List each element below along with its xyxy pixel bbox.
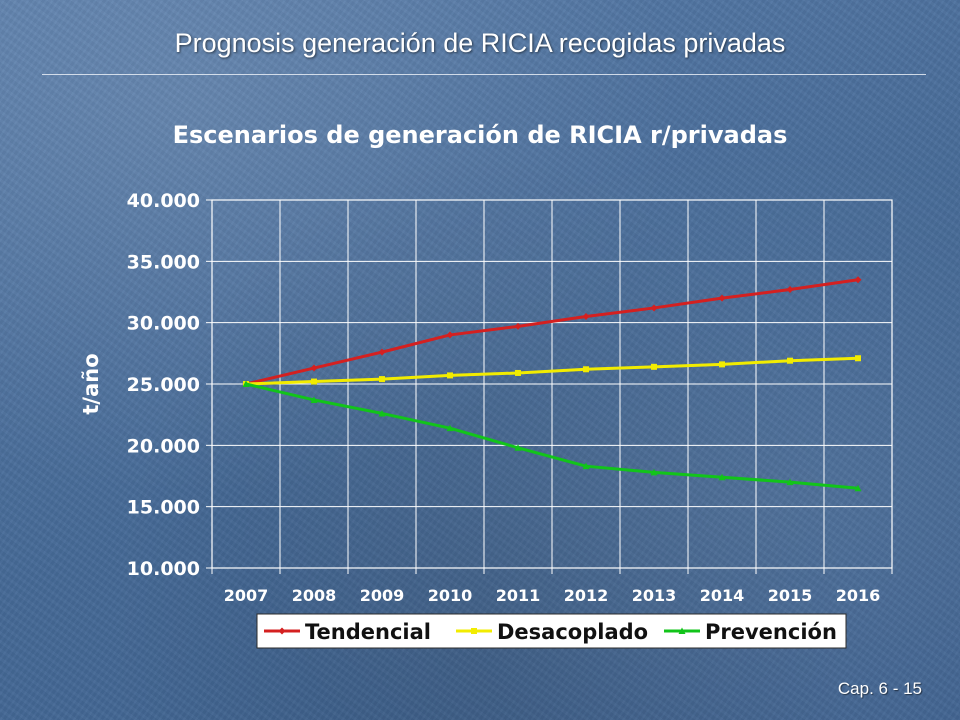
data-point-prevencion bbox=[242, 380, 250, 387]
legend-label-prevencion: Prevención bbox=[705, 620, 837, 644]
x-tick-label: 2009 bbox=[360, 586, 405, 605]
series-line-desacoplado bbox=[245, 356, 859, 386]
x-tick-label: 2013 bbox=[632, 586, 677, 605]
data-point-tendencial bbox=[514, 322, 522, 330]
legend-label-desacoplado: Desacoplado bbox=[497, 620, 648, 644]
data-point-desacoplado bbox=[379, 376, 385, 383]
chart-title: Escenarios de generación de RICIA r/priv… bbox=[173, 121, 788, 149]
legend-marker-tendencial bbox=[278, 627, 286, 635]
data-point-tendencial bbox=[854, 276, 862, 284]
data-point-desacoplado bbox=[515, 369, 521, 376]
data-point-prevencion bbox=[786, 478, 794, 486]
data-point-desacoplado bbox=[447, 372, 453, 379]
series-line-tendencial bbox=[245, 278, 859, 386]
data-point-tendencial bbox=[718, 294, 726, 302]
y-tick-label: 35.000 bbox=[127, 251, 200, 273]
legend-item-prevencion: Prevención bbox=[664, 620, 837, 644]
x-tick-label: 2016 bbox=[836, 586, 881, 605]
legend-item-tendencial: Tendencial bbox=[264, 620, 431, 644]
slide-number: Cap. 6 - 15 bbox=[837, 679, 922, 698]
data-point-tendencial bbox=[786, 286, 794, 294]
y-tick-label: 10.000 bbox=[127, 558, 200, 580]
data-point-prevencion bbox=[310, 396, 318, 403]
y-tick-label: 25.000 bbox=[127, 374, 200, 396]
legend-marker-desacoplado bbox=[471, 628, 477, 634]
data-point-prevencion bbox=[446, 424, 454, 432]
legend-box bbox=[256, 613, 847, 649]
data-point-prevencion bbox=[582, 462, 590, 470]
y-tick-label: 30.000 bbox=[127, 313, 200, 335]
data-point-desacoplado bbox=[651, 363, 657, 370]
x-tick-label: 2014 bbox=[700, 586, 745, 605]
x-tick-label: 2012 bbox=[564, 586, 609, 605]
data-point-tendencial bbox=[378, 348, 386, 356]
slide-title: Prognosis generación de RICIA recogidas … bbox=[174, 28, 786, 58]
x-tick-label: 2008 bbox=[292, 586, 337, 605]
data-point-desacoplado bbox=[311, 378, 317, 385]
data-point-tendencial bbox=[310, 364, 318, 372]
y-tick-label: 20.000 bbox=[127, 435, 200, 457]
data-point-prevencion bbox=[514, 444, 522, 451]
data-point-prevencion bbox=[378, 409, 386, 417]
title-divider bbox=[42, 74, 926, 75]
legend: Tendencial Desacoplado Prevención bbox=[256, 613, 847, 649]
data-point-tendencial bbox=[582, 313, 590, 321]
data-point-desacoplado bbox=[855, 355, 861, 362]
data-point-tendencial bbox=[446, 331, 454, 339]
data-point-desacoplado bbox=[787, 357, 793, 364]
legend-item-desacoplado: Desacoplado bbox=[456, 620, 648, 644]
y-tick-label: 40.000 bbox=[127, 190, 200, 212]
legend-marker-prevencion bbox=[678, 627, 686, 634]
data-point-desacoplado bbox=[719, 361, 725, 368]
x-tick-label: 2010 bbox=[428, 586, 473, 605]
y-axis-label: t/año bbox=[79, 353, 103, 414]
legend-label-tendencial: Tendencial bbox=[305, 620, 431, 644]
y-tick-label: 15.000 bbox=[127, 497, 200, 519]
data-point-prevencion bbox=[854, 484, 862, 492]
series-line-prevencion bbox=[245, 382, 859, 490]
x-tick-label: 2015 bbox=[768, 586, 813, 605]
series-prevencion bbox=[242, 380, 862, 492]
data-point-prevencion bbox=[650, 468, 658, 476]
data-point-prevencion bbox=[718, 473, 726, 481]
data-point-desacoplado bbox=[583, 366, 589, 373]
x-tick-label: 2011 bbox=[496, 586, 541, 605]
x-tick-label: 2007 bbox=[224, 586, 269, 605]
plot-area: 10.000 15.000 20.000 25.000 30.000 35.000 40.0… bbox=[127, 190, 893, 605]
data-point-tendencial bbox=[650, 304, 658, 312]
